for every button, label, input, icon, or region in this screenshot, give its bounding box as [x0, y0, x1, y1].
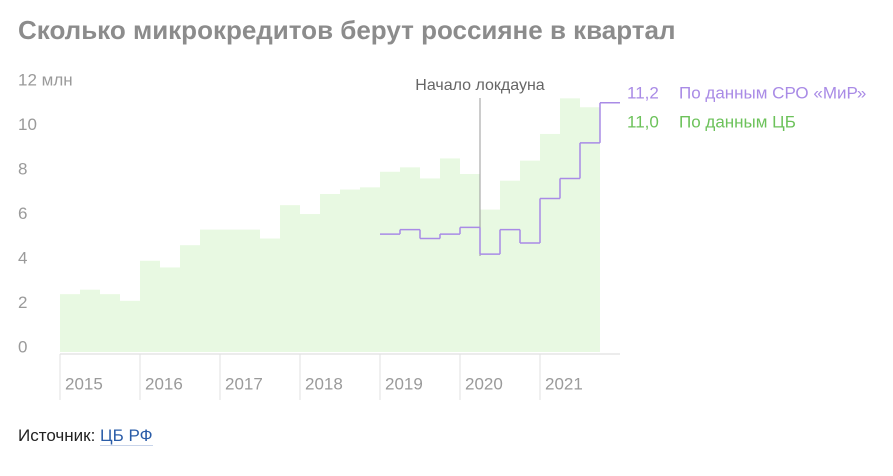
end-label: 11,0: [627, 112, 659, 131]
bar: [280, 205, 300, 352]
bar: [580, 107, 600, 352]
y-tick-label: 0: [18, 337, 27, 356]
bar: [440, 158, 460, 352]
bar: [160, 267, 180, 352]
bar: [460, 174, 480, 352]
y-tick-label: 4: [18, 248, 27, 267]
x-tick-label: 2017: [225, 374, 263, 393]
y-tick-label: 12 млн: [18, 70, 73, 89]
bar: [360, 187, 380, 352]
bar: [120, 300, 140, 352]
x-tick-label: 2020: [465, 374, 503, 393]
bar: [380, 171, 400, 352]
bar: [540, 133, 560, 352]
end-label: 11,2: [627, 83, 659, 102]
bar: [200, 229, 220, 352]
legend-label: По данным ЦБ: [679, 112, 796, 131]
chart: Сколько микрокредитов берут россияне в к…: [18, 15, 866, 400]
bar: [500, 180, 520, 352]
bar: [140, 260, 160, 352]
source-label: Источник:: [18, 426, 96, 445]
x-tick-label: 2021: [545, 374, 583, 393]
bar: [320, 194, 340, 352]
y-tick-label: 10: [18, 115, 37, 134]
x-tick-label: 2015: [65, 374, 103, 393]
bar: [80, 289, 100, 352]
bar: [300, 214, 320, 352]
x-tick-label: 2019: [385, 374, 423, 393]
bar: [560, 98, 580, 352]
bar: [520, 160, 540, 352]
y-tick-label: 8: [18, 159, 27, 178]
bar: [240, 229, 260, 352]
legend-label: По данным СРО «МиР»: [679, 83, 866, 102]
source-link[interactable]: ЦБ РФ: [100, 426, 153, 446]
annotation: Начало локдауна: [415, 77, 545, 94]
bar: [400, 167, 420, 352]
bar: [220, 229, 240, 352]
y-tick-label: 6: [18, 204, 27, 223]
bar: [260, 238, 280, 352]
bar: [420, 178, 440, 352]
bar: [180, 245, 200, 352]
x-tick-label: 2018: [305, 374, 343, 393]
bar: [100, 294, 120, 352]
y-tick-label: 2: [18, 293, 27, 312]
chart-title: Сколько микрокредитов берут россияне в к…: [18, 15, 676, 45]
x-tick-label: 2016: [145, 374, 183, 393]
bar: [60, 294, 80, 352]
source: Источник: ЦБ РФ: [18, 426, 153, 446]
bar: [480, 209, 500, 352]
bar: [340, 189, 360, 352]
